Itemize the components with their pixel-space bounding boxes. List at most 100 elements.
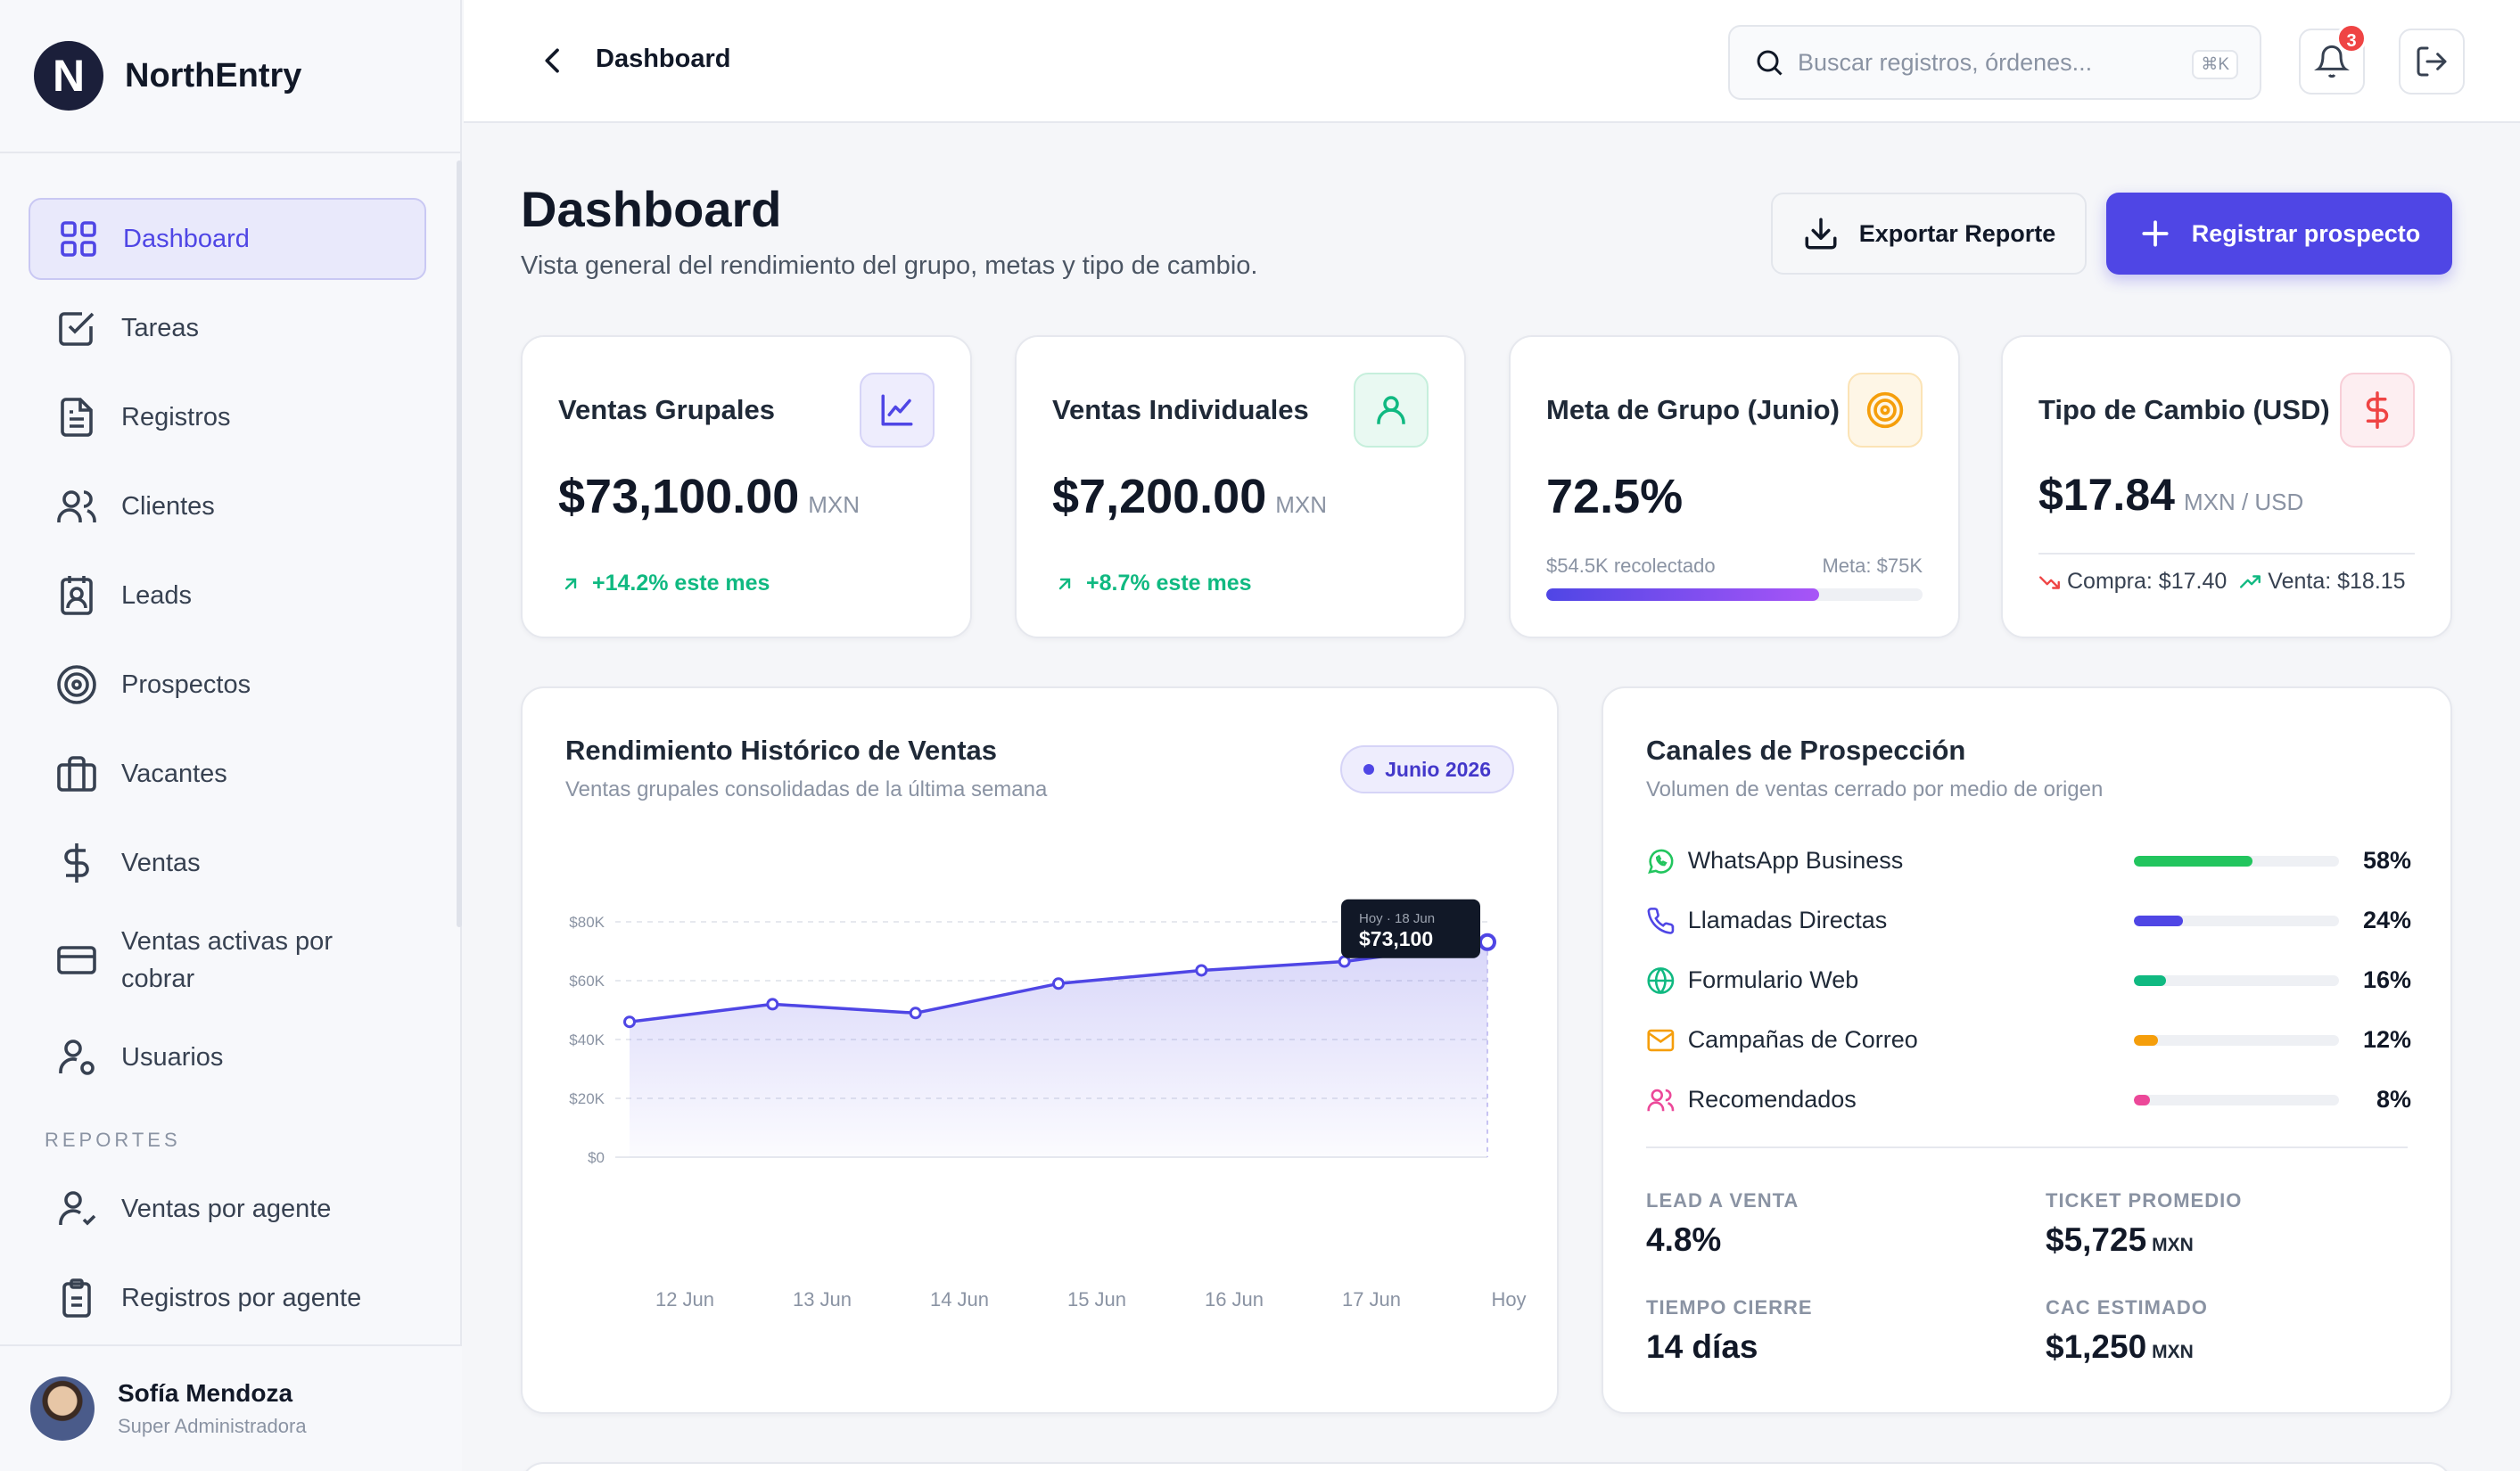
sidebar-item-label: Prospectos: [121, 670, 251, 699]
export-report-label: Exportar Reporte: [1858, 219, 2056, 247]
channel-percent: 24%: [2362, 907, 2411, 933]
fx-rates: Compra: $17.40 Venta: $18.15: [2038, 569, 2406, 595]
channels-list: WhatsApp Business 58% Llamadas Directas …: [1646, 831, 2411, 1130]
search-shortcut: ⌘K: [2192, 50, 2238, 79]
plus-icon: [2142, 220, 2169, 247]
kpi-card-exchange-rate: Tipo de Cambio (USD) $17.84 MXN / USD Com…: [2001, 335, 2452, 638]
stat-cac: CAC ESTIMADO $1,250 MXN: [2046, 1296, 2208, 1365]
kpi-title: Ventas Grupales: [558, 394, 775, 425]
bell-icon: [2314, 45, 2350, 78]
top-bar: Dashboard ⌘K 3: [464, 0, 2520, 123]
kpi-card-group-sales: Ventas Grupales $73,100.00 MXN +14.2% est…: [521, 335, 972, 638]
search-input[interactable]: [1798, 48, 2172, 77]
channel-bar: [2133, 915, 2340, 926]
channel-percent: 58%: [2362, 847, 2411, 874]
channel-percent: 8%: [2376, 1086, 2411, 1113]
sidebar-item-label: Registros: [121, 402, 231, 431]
period-badge[interactable]: Junio 2026: [1340, 745, 1514, 793]
x-tick-label: 13 Jun: [793, 1288, 852, 1311]
brand[interactable]: N NorthEntry: [0, 0, 460, 153]
kpi-value: 72.5%: [1546, 470, 1684, 523]
brand-name: NorthEntry: [125, 56, 302, 95]
sidebar-item-tareas[interactable]: Tareas: [29, 287, 426, 369]
fx-buy: Compra: $17.40: [2067, 569, 2228, 594]
sidebar-item-dashboard[interactable]: Dashboard: [29, 198, 426, 280]
sidebar-item-ventas-activas[interactable]: Ventas activas por cobrar: [29, 911, 426, 1009]
sidebar-scrollbar[interactable]: [457, 160, 462, 927]
channel-name: Formulario Web: [1687, 966, 1859, 993]
channel-row: Campañas de Correo 12%: [1646, 1010, 2411, 1070]
user-role: Super Administradora: [118, 1415, 307, 1437]
channel-row: Recomendados 8%: [1646, 1070, 2411, 1130]
sidebar-item-label: Ventas: [121, 848, 201, 877]
sidebar-item-usuarios[interactable]: Usuarios: [29, 1016, 426, 1098]
data-point: [623, 1015, 636, 1029]
user-gear-icon: [59, 1040, 95, 1075]
kpi-title: Ventas Individuales: [1052, 394, 1309, 425]
mail-icon: [1647, 1029, 1675, 1051]
channels-card: Canales de Prospección Volumen de ventas…: [1602, 686, 2452, 1414]
y-tick-label: $80K: [569, 914, 605, 931]
user-icon: [1354, 373, 1429, 448]
phone-icon: [1647, 907, 1675, 934]
register-prospect-button[interactable]: Registrar prospecto: [2106, 193, 2452, 275]
line-chart-icon: [860, 373, 935, 448]
sidebar-nav: Dashboard Tareas Registros Clientes Lead…: [29, 198, 426, 1346]
goal-collected: $54.5K recolectado: [1546, 555, 1716, 577]
goal-progress-bar: [1546, 588, 1923, 601]
chart-tooltip: [1341, 899, 1480, 958]
sidebar-item-vacantes[interactable]: Vacantes: [29, 733, 426, 815]
logout-button[interactable]: [2399, 29, 2465, 95]
fx-sell: Venta: $18.15: [2268, 569, 2406, 594]
sidebar-item-clientes[interactable]: Clientes: [29, 465, 426, 547]
channel-bar: [2133, 1094, 2340, 1105]
search-box[interactable]: ⌘K: [1728, 25, 2261, 100]
register-prospect-label: Registrar prospecto: [2191, 219, 2421, 247]
contact-icon: [61, 576, 93, 615]
sidebar-item-leads[interactable]: Leads: [29, 555, 426, 637]
user-profile[interactable]: Sofía Mendoza Super Administradora: [0, 1344, 462, 1471]
arrow-up-right-icon: [564, 578, 577, 589]
notifications-button[interactable]: 3: [2299, 23, 2367, 95]
x-tick-label: 15 Jun: [1067, 1288, 1126, 1311]
card-icon: [57, 946, 96, 974]
x-tick-label: 12 Jun: [655, 1288, 714, 1311]
sidebar-item-ventas[interactable]: Ventas: [29, 822, 426, 904]
kpi-trend: +14.2% este mes: [560, 571, 770, 596]
x-tick-label: 14 Jun: [930, 1288, 989, 1311]
chevron-left-icon[interactable]: [535, 43, 571, 78]
sidebar-item-prospectos[interactable]: Prospectos: [29, 644, 426, 726]
sales-chart: $0 $20K $40K $60K $80K 12 Jun 13 Jun 14 Jun 15 J…: [569, 899, 1527, 1311]
brand-logo: N: [34, 41, 103, 111]
logout-icon: [2417, 46, 2447, 77]
sidebar-item-ventas-agente[interactable]: Ventas por agente: [29, 1168, 426, 1250]
x-tick-label: 16 Jun: [1205, 1288, 1264, 1311]
channel-bar-fill: [2133, 1094, 2150, 1105]
series-area: [630, 941, 1487, 1157]
sidebar-item-registros-agente[interactable]: Registros por agente: [29, 1257, 426, 1339]
data-point: [1478, 933, 1496, 951]
divider: [2038, 553, 2415, 555]
sidebar-item-label: Registros por agente: [121, 1283, 362, 1312]
chart-title: Rendimiento Histórico de Ventas: [565, 735, 998, 766]
channel-bar-fill: [2133, 855, 2253, 867]
user-name: Sofía Mendoza: [118, 1379, 293, 1407]
sidebar-item-label: Leads: [121, 580, 193, 610]
dollar-icon: [64, 843, 89, 883]
sidebar-item-label: Clientes: [121, 491, 215, 521]
y-tick-label: $40K: [569, 1031, 605, 1048]
kpi-trend: +8.7% este mes: [1054, 571, 1252, 596]
channels-title: Canales de Prospección: [1646, 735, 1966, 766]
grid-icon: [61, 221, 96, 257]
stat-lead-to-sale: LEAD A VENTA 4.8%: [1646, 1189, 1799, 1258]
sidebar-item-registros[interactable]: Registros: [29, 376, 426, 458]
sidebar-item-label: Dashboard: [123, 224, 250, 253]
target-icon: [1848, 373, 1923, 448]
checkbox-icon: [59, 312, 95, 346]
channel-name: Campañas de Correo: [1687, 1026, 1918, 1053]
chart-subtitle: Ventas grupales consolidadas de la últim…: [565, 777, 1048, 801]
channel-bar-fill: [2133, 1034, 2159, 1046]
kpi-card-group-goal: Meta de Grupo (Junio) 72.5% $54.5K recol…: [1509, 335, 1960, 638]
export-report-button[interactable]: Exportar Reporte: [1771, 193, 2087, 275]
divider: [1646, 1146, 2408, 1148]
